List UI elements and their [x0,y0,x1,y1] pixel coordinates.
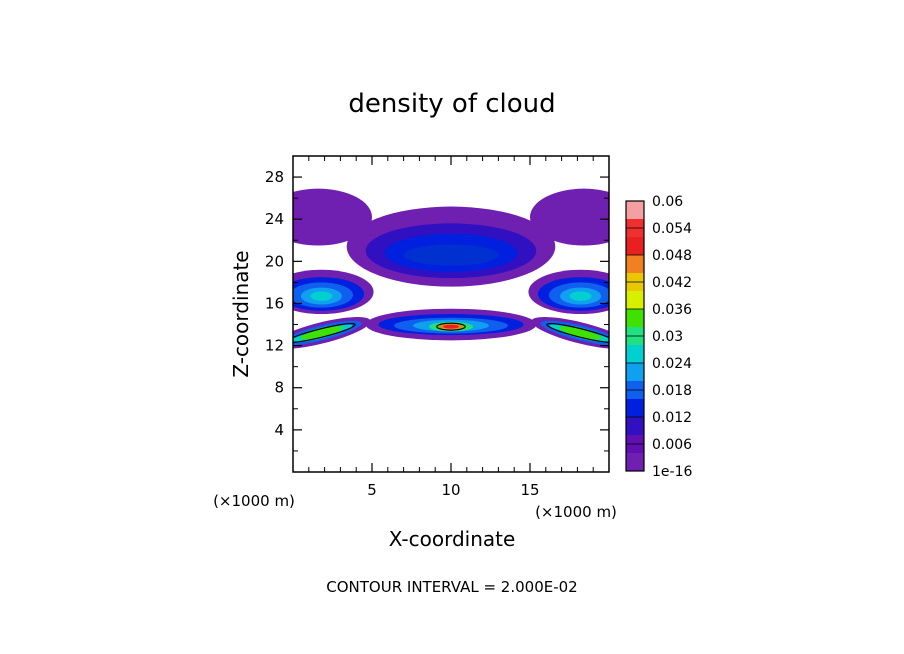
contour-interval-note: CONTOUR INTERVAL = 2.000E-02 [326,578,577,596]
contour-line [436,322,466,331]
center-lower-cloud-band [443,324,459,329]
colorbar-swatch [626,417,644,436]
y-tick-label: 20 [265,252,284,270]
colorbar-label: 0.03 [652,329,683,345]
left-mid-cloud-band [310,291,333,301]
colorbar-label: 0.024 [652,356,692,372]
right-mid-cloud-band [569,291,592,301]
colorbar-swatch [626,237,644,256]
colorbar-label: 0.018 [652,383,692,399]
left-low-band [293,317,371,349]
contour-line [293,323,356,343]
y-tick-label: 8 [274,379,284,397]
y-tick-label: 24 [265,210,284,228]
colorbar-label: 0.042 [652,275,692,291]
colorbar: 0.06 0.054 0.048 0.042 0.036 0.03 0.024 0.018 0.… [625,194,692,480]
y-tick-label: 28 [265,168,284,186]
axis-ticks: 5 10 15 4 8 12 16 20 24 28 [265,156,609,499]
contour-line [546,323,609,343]
colorbar-label: 1e-16 [652,464,692,480]
right-top-cloud-band [530,188,609,246]
colorbar-label: 0.006 [652,437,692,453]
colorbar-swatch [626,363,644,382]
x-axis-label: X-coordinate [389,527,516,551]
colorbar-label: 0.012 [652,410,692,426]
colorbar-swatch [626,309,644,328]
colorbar-swatch [626,291,644,310]
x-unit-right: (×1000 m) [535,503,617,521]
y-tick-label: 4 [274,421,284,439]
x-tick-label: 15 [520,481,539,499]
y-axis-label: Z-coordinate [229,250,253,377]
y-tick-label: 12 [265,337,284,355]
x-tick-label: 10 [441,481,460,499]
contour-fills [293,188,609,349]
colorbar-swatch [626,453,644,472]
colorbar-swatch [626,399,644,418]
chart-title: density of cloud [348,89,555,119]
x-tick-label: 5 [367,481,377,499]
right-low-band [531,317,609,349]
colorbar-label: 0.048 [652,248,692,264]
left-top-cloud-band [293,188,372,246]
right-low-band-layer [559,326,603,340]
colorbar-swatch [626,255,644,274]
left-low-band-layer [299,326,343,340]
colorbar-swatch [626,201,644,220]
upper-cloud-band [403,244,499,266]
colorbar-label: 0.036 [652,302,692,318]
x-unit-left: (×1000 m) [213,492,295,510]
colorbar-label: 0.06 [652,194,683,210]
y-tick-label: 16 [265,294,284,312]
colorbar-swatch [626,345,644,364]
colorbar-label: 0.054 [652,221,692,237]
